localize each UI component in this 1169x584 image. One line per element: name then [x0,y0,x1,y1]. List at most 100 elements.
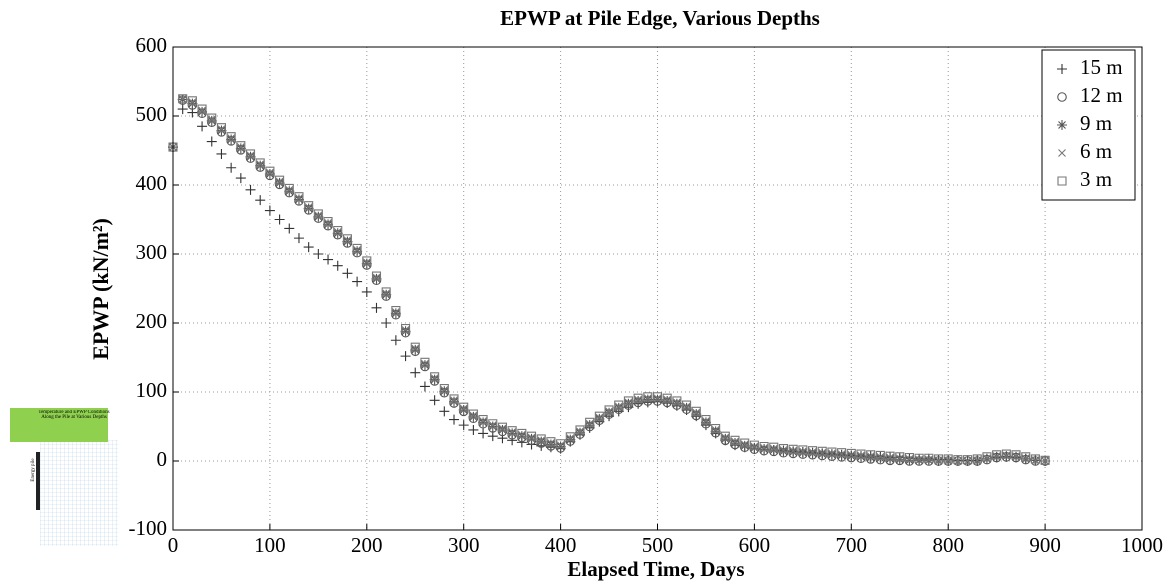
data-point [769,442,779,452]
data-point [410,344,421,355]
data-point [430,372,440,382]
data-point [643,392,653,402]
inset-banner [10,408,108,442]
data-point [245,149,256,159]
y-axis-label: EPWP (kN/m²) [88,218,113,360]
data-point [284,183,294,193]
data-point [255,158,265,168]
data-point [613,402,624,413]
data-point [846,448,856,458]
data-point [264,168,275,179]
data-point [904,455,915,466]
data-point [420,357,430,367]
data-point [894,454,905,465]
x-tick-label: 200 [351,533,383,557]
data-point [400,326,411,337]
data-point [332,260,343,271]
data-point [313,249,324,259]
data-point [478,417,489,428]
data-point [730,438,741,449]
data-point [226,132,236,142]
legend-marker [1058,149,1066,157]
legend-marker [1057,64,1067,74]
data-point [284,223,295,234]
data-point [681,402,692,413]
data-point [817,446,827,456]
data-point [390,308,401,319]
data-point [788,447,799,458]
data-point [265,166,275,176]
data-point [827,447,837,457]
data-point [187,98,198,109]
data-point [1030,454,1040,464]
data-point [400,351,411,362]
data-point [594,413,605,424]
data-point [187,96,197,106]
data-point [749,440,759,450]
data-point [458,404,469,415]
data-point [371,271,382,281]
data-point [826,449,837,460]
data-point [953,455,963,465]
data-point [178,94,188,104]
data-point [439,383,449,394]
plot-area: 0 100 200 300 400 500 600 700 800 900 1000-1000100… [129,33,1164,557]
legend-marker [1057,92,1067,102]
data-point [730,435,740,445]
data-point [623,398,634,409]
y-tick-label: 300 [136,240,168,264]
inset-pile [36,452,40,510]
data-point [487,431,498,442]
y-tick-label: 500 [136,102,168,126]
data-point [972,454,982,464]
data-point [633,395,644,406]
data-point [449,394,459,404]
inset-caption-box: Temperature and EPWP Conditions Along th… [38,410,109,420]
data-point [342,234,352,244]
data-point [536,436,547,447]
data-point [342,268,353,279]
data-point [759,441,769,452]
x-axis-label: Elapsed Time, Days [567,557,744,581]
legend-label: 9 m [1080,111,1112,135]
data-point [768,444,779,455]
data-point [216,125,227,136]
data-point [468,411,479,422]
data-point [478,415,488,425]
chart-title: EPWP at Pile Edge, Various Depths [500,6,820,30]
inset: Temperature and EPWP Conditions Along th… [10,408,118,546]
data-point [885,453,896,464]
data-point [963,455,973,465]
data-point [332,228,343,239]
data-point [216,123,226,133]
data-point [216,148,227,159]
data-point [720,433,731,444]
y-tick-label: -100 [129,516,168,540]
data-point [487,421,498,432]
x-tick-label: 900 [1029,533,1061,557]
data-point [701,415,711,425]
legend-label: 3 m [1080,167,1112,191]
data-point [419,381,430,392]
legend-label: 12 m [1080,83,1123,107]
data-point [207,113,217,123]
data-point [1040,455,1050,465]
data-point [235,143,246,154]
y-tick-label: 100 [136,378,168,402]
data-point [197,121,208,132]
data-point [575,425,585,435]
data-point [526,433,537,444]
data-point [866,450,876,460]
inset-label: Energy pile [31,458,36,482]
data-point [313,209,323,219]
x-tick-label: 300 [448,533,480,557]
data-point [982,452,992,462]
data-point [439,406,450,417]
data-point [633,393,643,403]
data-point [740,438,750,448]
data-point [798,445,808,455]
legend-label: 15 m [1080,55,1123,79]
data-point [488,419,498,429]
data-point [594,411,604,421]
data-point [885,451,895,461]
